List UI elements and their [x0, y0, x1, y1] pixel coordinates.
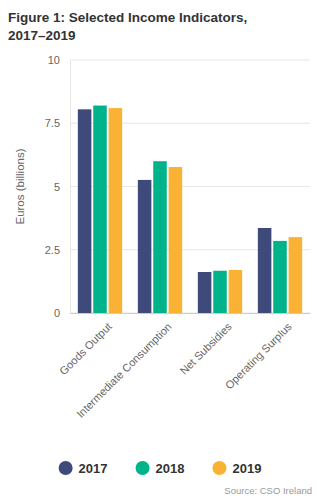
bar — [289, 237, 303, 313]
legend-label: 2018 — [156, 461, 185, 476]
y-tick: 5 — [54, 181, 70, 193]
series — [93, 106, 287, 313]
legend-label: 2017 — [79, 461, 108, 476]
x-tick-label: Net Subsidies — [177, 320, 234, 377]
legend-swatch — [59, 461, 73, 475]
x-tick-label: Intermediate Consumption — [74, 320, 174, 420]
y-tick-label: 2.5 — [45, 244, 60, 256]
x-tick: Net Subsidies — [177, 313, 234, 377]
bar — [138, 180, 152, 313]
bar — [169, 167, 183, 313]
x-tick-label: Operating Surplus — [223, 320, 295, 392]
bar — [229, 270, 243, 313]
x-tick: Operating Surplus — [223, 313, 295, 391]
y-tick: 10 — [48, 54, 70, 66]
legend-label: 2019 — [232, 461, 261, 476]
grid — [70, 60, 310, 313]
y-tick-label: 5 — [54, 181, 60, 193]
y-tick-label: 10 — [48, 54, 60, 66]
legend-item: 2017 — [59, 461, 108, 476]
bar — [273, 241, 287, 313]
source: Source: CSO Ireland — [224, 485, 312, 496]
chart: Figure 1: Selected Income Indicators,201… — [0, 0, 320, 500]
title: Figure 1: Selected Income Indicators,201… — [8, 10, 247, 43]
legend-item: 2019 — [212, 461, 261, 476]
series — [109, 108, 303, 313]
bar — [153, 161, 167, 313]
y-tick-label: 7.5 — [45, 117, 60, 129]
x-tick-label: Goods Output — [57, 320, 114, 377]
legend-swatch — [136, 461, 150, 475]
y-tick: 7.5 — [45, 117, 70, 129]
y-tick: 2.5 — [45, 244, 70, 256]
y-axis-line — [70, 61, 71, 314]
x-axis: Goods OutputIntermediate ConsumptionNet … — [57, 313, 311, 420]
y-axis: 0 2.5 5 7.5 10 — [45, 54, 71, 319]
x-tick: Goods Output — [57, 313, 114, 377]
bar — [78, 109, 92, 313]
bars — [78, 106, 302, 313]
y-tick-label: 0 — [54, 307, 60, 319]
x-axis-line — [71, 313, 311, 314]
bar — [109, 108, 123, 313]
legend: 2017 2018 2019 — [59, 461, 262, 476]
legend-swatch — [212, 461, 226, 475]
y-tick: 0 — [54, 307, 70, 319]
bar — [198, 272, 212, 313]
x-tick: Intermediate Consumption — [74, 313, 174, 420]
legend-item: 2018 — [136, 461, 185, 476]
bar — [258, 228, 272, 313]
series — [78, 109, 272, 313]
grid-line — [70, 60, 310, 61]
y-axis-title: Euros (billions) — [14, 148, 26, 224]
bar — [213, 271, 227, 313]
bar — [93, 106, 107, 313]
